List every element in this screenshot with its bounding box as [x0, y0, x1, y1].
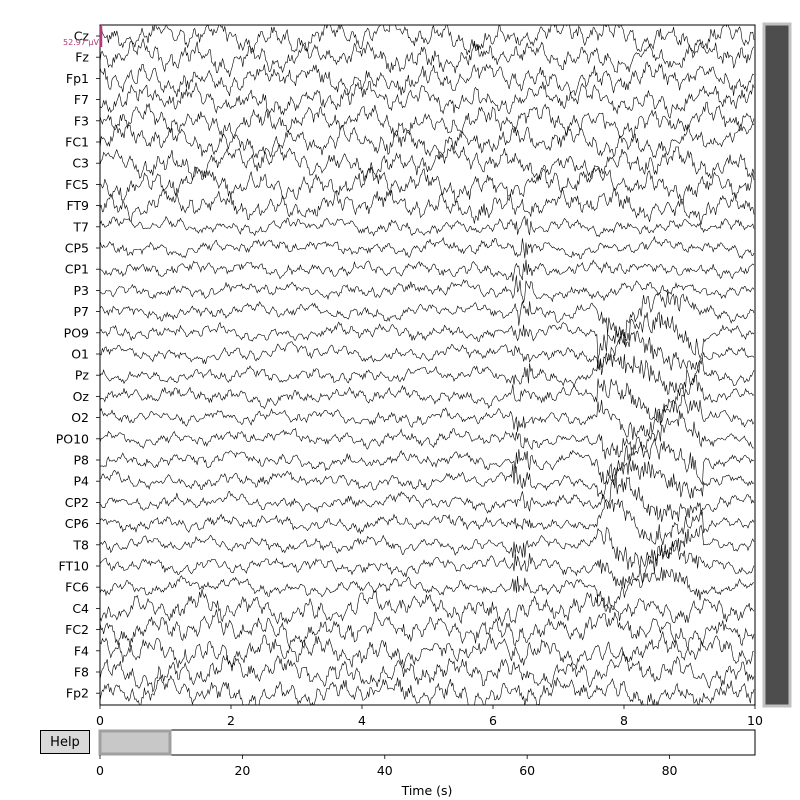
channel-label-cp1[interactable]: CP1 [65, 262, 89, 277]
channel-label-f7[interactable]: F7 [74, 92, 89, 107]
trace-t8 [100, 524, 755, 570]
channel-label-ft9[interactable]: FT9 [66, 198, 89, 213]
channel-label-fp2[interactable]: Fp2 [66, 686, 89, 701]
main-x-tick-label: 6 [489, 713, 497, 728]
channel-label-fc6[interactable]: FC6 [65, 580, 89, 595]
trace-o1 [100, 330, 755, 374]
overview-x-tick-label: 20 [234, 763, 250, 778]
trace-ft9 [100, 187, 755, 225]
trace-f8 [100, 650, 755, 693]
channel-label-po9[interactable]: PO9 [64, 325, 89, 340]
help-button[interactable]: Help [40, 730, 90, 754]
trace-cp2 [100, 474, 755, 522]
channel-label-cp5[interactable]: CP5 [65, 241, 89, 256]
trace-cp5 [100, 235, 755, 260]
main-x-tick-label: 0 [96, 713, 104, 728]
channel-label-o1[interactable]: O1 [71, 347, 89, 362]
main-x-tick-label: 2 [227, 713, 235, 728]
channel-label-fc1[interactable]: FC1 [65, 135, 89, 150]
channel-label-cp2[interactable]: CP2 [65, 495, 89, 510]
time-window-selector[interactable] [98, 729, 172, 756]
trace-fc5 [100, 166, 755, 205]
channel-label-ft10[interactable]: FT10 [58, 559, 89, 574]
channel-label-f8[interactable]: F8 [74, 665, 89, 680]
trace-c3 [100, 143, 755, 182]
channel-label-c4[interactable]: C4 [72, 601, 89, 616]
channel-label-po10[interactable]: PO10 [56, 431, 89, 446]
time-scrollbar-track[interactable] [99, 729, 756, 756]
overview-axis-label: Time (s) [401, 783, 453, 798]
channel-scrollbar-thumb[interactable] [762, 22, 792, 708]
channel-label-p3[interactable]: P3 [74, 283, 90, 298]
overview-x-tick-label: 0 [96, 763, 104, 778]
trace-f4 [100, 630, 755, 670]
trace-oz [100, 374, 755, 424]
channel-label-p8[interactable]: P8 [74, 453, 90, 468]
channel-label-fc2[interactable]: FC2 [65, 622, 89, 637]
trace-fc2 [100, 609, 755, 650]
scale-bar-label: 52.97 µV [63, 38, 100, 47]
trace-cz [100, 25, 755, 56]
overview-x-tick-label: 40 [377, 763, 393, 778]
trace-p7 [100, 291, 755, 339]
channel-label-f4[interactable]: F4 [74, 643, 89, 658]
eeg-traces [100, 25, 755, 705]
trace-p3 [100, 275, 755, 303]
plot-area[interactable] [99, 24, 756, 706]
trace-f3 [100, 101, 755, 139]
main-x-tick-label: 10 [747, 713, 763, 728]
channel-label-fp1[interactable]: Fp1 [66, 71, 89, 86]
overview-x-tick-label: 80 [662, 763, 678, 778]
main-time-axis: 0 2 4 6 8 10 [96, 705, 763, 728]
trace-fc1 [100, 122, 755, 160]
trace-f7 [100, 80, 755, 120]
trace-pz [100, 353, 755, 396]
trace-cp6 [100, 498, 755, 546]
channel-label-fc5[interactable]: FC5 [65, 177, 89, 192]
channel-label-c3[interactable]: C3 [72, 156, 89, 171]
trace-po10 [100, 410, 755, 460]
overview-time-axis: 0 20 40 60 80 [96, 755, 678, 778]
channel-label-t8[interactable]: T8 [72, 537, 89, 552]
channel-label-t7[interactable]: T7 [72, 219, 89, 234]
channel-label-o2[interactable]: O2 [71, 410, 89, 425]
main-x-tick-label: 8 [620, 713, 628, 728]
trace-o2 [100, 394, 755, 440]
channel-label-fz[interactable]: Fz [75, 50, 89, 65]
channel-label-oz[interactable]: Oz [73, 389, 90, 404]
trace-fc6 [100, 567, 755, 610]
channel-label-f3[interactable]: F3 [74, 113, 89, 128]
trace-c4 [100, 589, 755, 627]
trace-t7 [100, 215, 755, 238]
trace-fz [100, 38, 755, 78]
channel-label-p7[interactable]: P7 [74, 304, 90, 319]
trace-fp2 [100, 674, 755, 705]
trace-p4 [100, 459, 755, 500]
overview-x-tick-label: 60 [519, 763, 535, 778]
channel-label-cp6[interactable]: CP6 [65, 516, 89, 531]
channel-labels: Cz Fz Fp1 F7 F3 FC1 C3 FC5 FT9 T7 CP5 CP1 P3 P7 PO9 O1 P… [56, 29, 100, 701]
trace-p8 [100, 437, 755, 486]
channel-label-cz[interactable]: Cz [74, 29, 90, 44]
trace-fp1 [100, 61, 755, 98]
trace-po9 [100, 311, 755, 360]
trace-cp1 [100, 259, 755, 282]
channel-label-pz[interactable]: Pz [75, 368, 90, 383]
channel-label-p4[interactable]: P4 [74, 474, 90, 489]
main-x-tick-label: 4 [358, 713, 366, 728]
